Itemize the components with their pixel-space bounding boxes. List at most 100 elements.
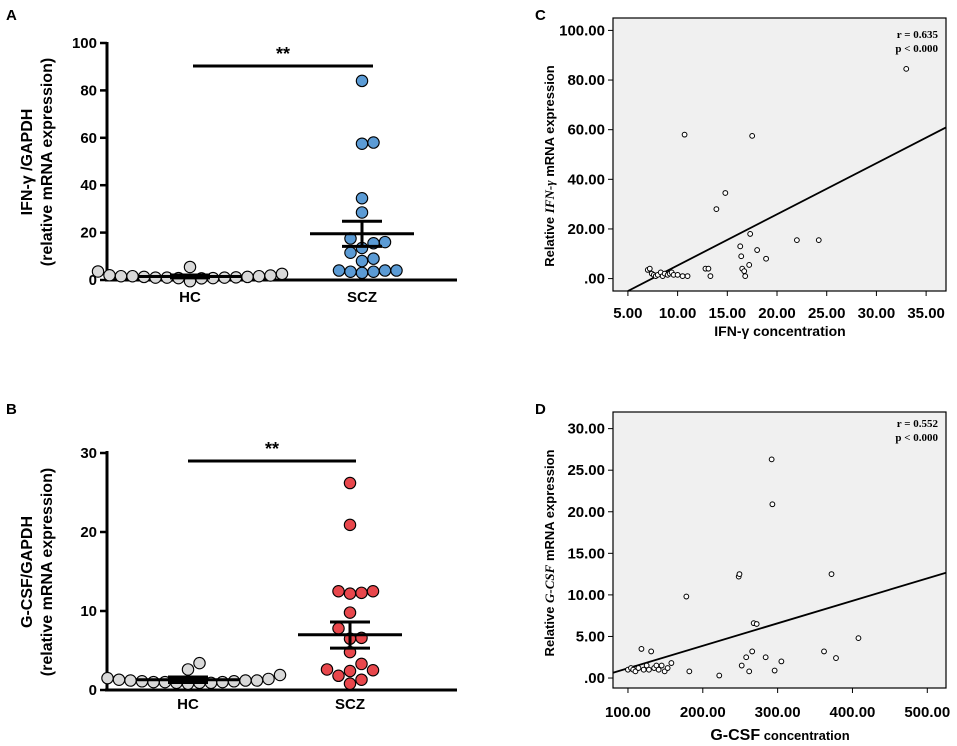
- data-dot-hc: [101, 671, 114, 685]
- panel-d-ylabel-suffix: mRNA expression: [542, 449, 557, 564]
- panel-c-plot-area: [612, 17, 947, 292]
- y-tick-label: 60.00: [567, 122, 605, 139]
- x-tick-label: 500.00: [904, 704, 950, 721]
- scatter-point: [684, 273, 691, 280]
- scatter-point: [793, 237, 800, 244]
- panel-d-stat-p: p < 0.000: [895, 432, 938, 444]
- data-dot-scz: [343, 587, 357, 600]
- panel-d: D r = 0.552 p < 0.000 .00 5.00 10.00 15.00 2…: [535, 401, 950, 744]
- scatter-point: [664, 665, 671, 671]
- panel-c-ylabel: Relative IFN-γ mRNA expression: [542, 65, 557, 267]
- scatter-point: [686, 668, 693, 675]
- scatter-point: [738, 662, 745, 669]
- data-dot-hc: [252, 269, 266, 283]
- data-dot-scz: [344, 246, 357, 259]
- data-dot-hc: [135, 675, 149, 688]
- data-dot-hc: [114, 269, 128, 283]
- panel-d-xlabel-main: G-CSF: [710, 727, 760, 744]
- x-tick-label: 100.00: [605, 704, 651, 721]
- scatter-point: [746, 668, 753, 675]
- data-dot-hc: [275, 267, 289, 281]
- panel-b-ylabel: G-CSF/GAPDH (relative mRNA expression): [19, 468, 56, 676]
- scatter-point: [638, 646, 645, 652]
- data-dot-scz: [355, 137, 369, 150]
- panel-a-dots: [91, 74, 403, 288]
- regression-line: [612, 571, 947, 674]
- scatter-point: [655, 666, 662, 673]
- scatter-point: [746, 262, 753, 268]
- y-tick-label: .00: [584, 271, 605, 288]
- y-tick-label: 80: [80, 82, 97, 99]
- scatter-point: [648, 648, 655, 655]
- data-dot-hc: [239, 674, 252, 687]
- panel-b-mean-sem: [136, 620, 402, 684]
- panel-c-ylabel-italic: IFN-γ: [542, 180, 557, 214]
- panel-a-ylabel: IFN-γ /GAPDH (relative mRNA expression): [19, 58, 56, 266]
- y-tick-label: 80.00: [567, 72, 605, 89]
- y-tick-label: 25.00: [567, 462, 605, 479]
- panel-a-categories: HC SCZ: [179, 289, 377, 306]
- scatter-point: [769, 501, 776, 508]
- data-dot-scz: [367, 136, 380, 149]
- data-dot-hc: [103, 269, 116, 282]
- data-dot-hc: [147, 675, 160, 689]
- x-tick-label: 300.00: [755, 704, 801, 721]
- panel-a-y-ticks: 0 20 40 60 80 100: [72, 35, 107, 289]
- scatter-point: [753, 621, 760, 627]
- data-dot-scz: [367, 252, 380, 265]
- y-tick-label: 30: [80, 445, 97, 462]
- category-label: HC: [177, 696, 199, 713]
- panel-b-significance-label: **: [265, 439, 279, 459]
- y-tick-label: 100.00: [559, 22, 605, 39]
- data-dot-scz: [343, 476, 357, 490]
- scatter-point: [737, 243, 744, 250]
- y-tick-label: 20.00: [567, 504, 605, 521]
- panel-c-x-ticks: 5.00 10.00 15.00 20.00 25.00 30.00 35.00: [613, 291, 945, 322]
- panel-d-xlabel: G-CSF concentration: [710, 727, 849, 744]
- scatter-point: [815, 237, 822, 244]
- scatter-point: [679, 273, 686, 280]
- data-dot-scz: [367, 265, 380, 278]
- scatter-point: [635, 665, 642, 671]
- scatter-point: [828, 571, 835, 578]
- panel-d-stat-r: r = 0.552: [897, 418, 939, 430]
- data-dot-hc: [126, 269, 139, 283]
- panel-d-ylabel-italic: G-CSF: [542, 564, 557, 603]
- y-tick-label: 30.00: [567, 421, 605, 438]
- x-tick-label: 5.00: [613, 305, 642, 322]
- scatter-point: [749, 648, 756, 655]
- data-dot-hc: [124, 674, 137, 687]
- panel-a-significance-label: **: [276, 44, 290, 64]
- scatter-point: [771, 667, 778, 674]
- data-dot-scz: [355, 657, 368, 671]
- scatter-point: [768, 456, 775, 463]
- data-dot-scz: [320, 663, 334, 676]
- scatter-point: [743, 654, 750, 661]
- data-dot-hc: [264, 269, 277, 282]
- y-tick-label: 20: [80, 524, 97, 541]
- panel-b-ylabel-line1: G-CSF/GAPDH: [19, 516, 36, 628]
- panel-d-plot-area: [612, 411, 947, 689]
- scatter-point: [736, 571, 743, 578]
- data-dot-scz: [355, 191, 369, 205]
- category-label: SCZ: [335, 696, 365, 713]
- panel-c-label: C: [535, 7, 546, 24]
- panel-d-ylabel: Relative G-CSF mRNA expression: [542, 449, 557, 656]
- scatter-point: [674, 271, 681, 278]
- y-tick-label: 10.00: [567, 587, 605, 604]
- y-tick-label: 20.00: [567, 221, 605, 238]
- panel-c-xlabel: IFN-γ concentration: [714, 323, 845, 339]
- scatter-point: [821, 648, 827, 655]
- data-dot-scz: [355, 206, 369, 219]
- x-tick-label: 400.00: [830, 704, 876, 721]
- data-dot-scz: [355, 673, 368, 686]
- data-dot-hc: [262, 672, 275, 686]
- panel-c: C r = 0.635 p < 0.000 .00 20.00 40.00 60.00…: [535, 7, 947, 339]
- data-dot-hc: [91, 265, 105, 278]
- panel-b-label: B: [6, 401, 17, 418]
- data-dot-scz: [355, 586, 368, 600]
- y-tick-label: 40.00: [567, 171, 605, 188]
- panel-c-points: [644, 65, 910, 280]
- y-tick-label: 100: [72, 35, 97, 52]
